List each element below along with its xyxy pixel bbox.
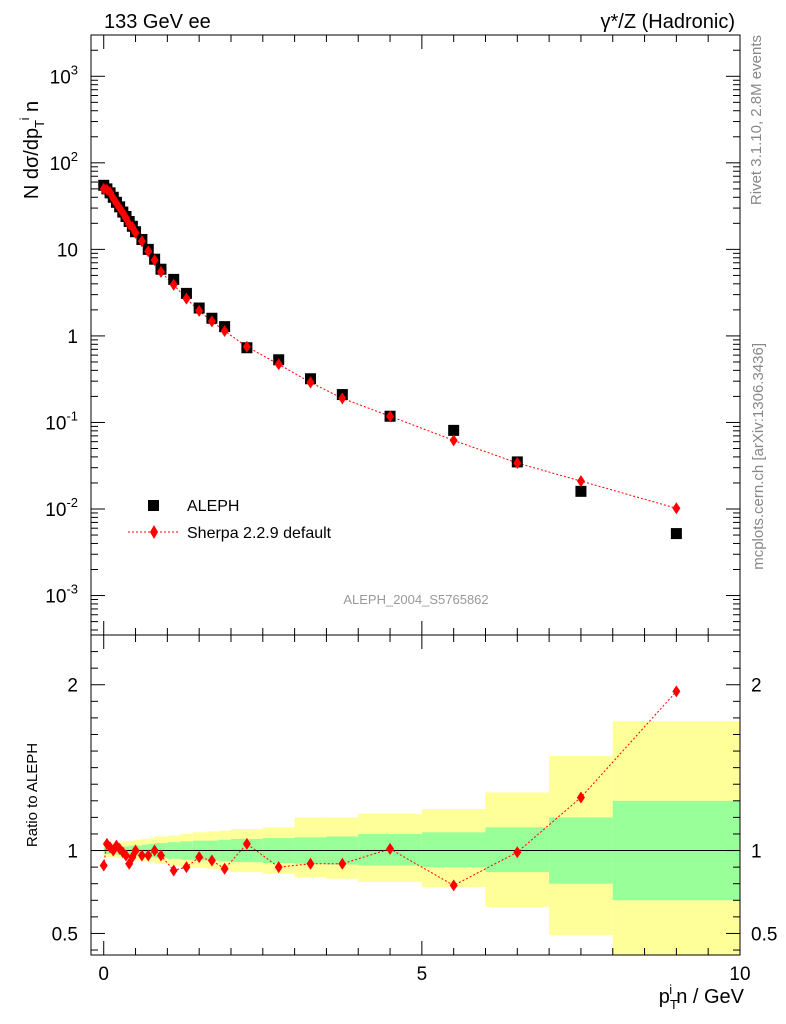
mc-point [121, 212, 130, 225]
main-y-tick-label: 1 [67, 327, 78, 348]
main-y-tick-label: 10-1 [45, 408, 78, 434]
mc-ratio-point [137, 849, 146, 862]
mc-ratio-point [274, 861, 283, 874]
mc-ratio-point [242, 837, 251, 850]
main-y-tick-label: 10-3 [45, 582, 78, 608]
source-label: mcplots.cern.ch [arXiv:1306.3436] [750, 343, 767, 570]
data-point [575, 485, 587, 497]
mc-point [672, 502, 681, 515]
x-tick-label: 5 [417, 964, 428, 985]
ratio-y-tick-label: 0.5 [52, 924, 78, 945]
mc-ratio-point [576, 791, 585, 804]
mc-point [242, 340, 251, 353]
mc-point [338, 392, 347, 405]
mc-point [131, 226, 140, 239]
mc-point [150, 254, 159, 267]
ratio-y-tick-label-right: 2 [751, 676, 762, 697]
mc-markers-ratio [99, 685, 681, 892]
mc-point [449, 434, 458, 447]
mc-point [274, 358, 283, 371]
main-axis-ticks [91, 34, 741, 635]
band-inner-bin [421, 832, 486, 868]
mc-ratio-point [150, 844, 159, 857]
ratio-frame [90, 634, 741, 956]
mc-ratio-point [386, 842, 395, 855]
mc-ratio-point [220, 862, 229, 875]
mc-line-main [103, 188, 677, 509]
data-point [448, 424, 460, 436]
main-y-axis-label: N dσ/dpTi n [17, 101, 47, 199]
mc-point [195, 304, 204, 317]
mc-ratio-point [513, 846, 522, 859]
mc-ratio-point [306, 857, 315, 870]
ratio-y-axis-label: Ratio to ALEPH [24, 743, 41, 847]
mc-ratio-point [338, 857, 347, 870]
rivet-version-label: Rivet 3.1.10, 2.8M events [748, 35, 765, 205]
main-y-tick-label: 103 [50, 62, 78, 88]
ratio-y-tick-label-right: 1 [751, 842, 762, 863]
header-left-label: 133 GeV ee [104, 11, 211, 33]
mc-ratio-point [144, 849, 153, 862]
mc-markers-main [99, 182, 681, 515]
legend-data-marker [148, 500, 159, 511]
main-y-tick-label: 102 [50, 149, 78, 175]
main-y-tick-label: 10 [57, 240, 78, 261]
header-right-label: γ*/Z (Hadronic) [601, 11, 735, 33]
mc-ratio-point [182, 861, 191, 874]
analysis-watermark: ALEPH_2004_S5765862 [343, 592, 488, 607]
legend-data-label: ALEPH [187, 498, 239, 515]
legend-mc-marker [150, 525, 158, 539]
ratio-y-tick-label-right: 0.5 [751, 924, 777, 945]
x-tick-label: 10 [729, 964, 750, 985]
mc-ratio-point [121, 849, 130, 862]
mc-point [207, 315, 216, 328]
main-y-tick-label: 10-2 [45, 495, 78, 521]
mc-point [169, 278, 178, 291]
mc-ratio-point [131, 844, 140, 857]
data-point [670, 528, 682, 540]
mc-ratio-point [672, 685, 681, 698]
mc-ratio-point [449, 879, 458, 892]
mc-point [220, 324, 229, 337]
legend: ALEPH Sherpa 2.2.9 default [128, 498, 332, 542]
mc-point [386, 410, 395, 423]
mc-ratio-point [99, 859, 108, 872]
x-tick-label: 0 [98, 964, 109, 985]
mc-ratio-point [195, 851, 204, 864]
main-frame [90, 34, 741, 636]
mc-ratio-point [169, 864, 178, 877]
mc-ratio-point [156, 849, 165, 862]
ratio-axis-ticks [91, 635, 741, 955]
ratio-y-tick-labels: 0.5 0.5 1 1 2 2 [52, 676, 778, 946]
x-tick-labels: 0 5 10 [98, 964, 750, 985]
mc-point [306, 376, 315, 389]
mc-point [576, 475, 585, 488]
ratio-panel: 0.5 0.5 1 1 2 2 0 5 10 [52, 634, 778, 985]
legend-mc-label: Sherpa 2.2.9 default [187, 525, 332, 542]
mc-curve-main [103, 188, 677, 509]
x-axis-label: pTi n / GeV [659, 982, 745, 1012]
mc-point [513, 457, 522, 470]
ratio-y-tick-label: 2 [67, 676, 78, 697]
mc-point [156, 265, 165, 278]
ratio-y-tick-label: 1 [67, 842, 78, 863]
mc-ratio-point [207, 854, 216, 867]
mc-point [137, 235, 146, 248]
mc-point [182, 292, 191, 305]
data-markers-main [98, 179, 682, 540]
mc-point [144, 245, 153, 258]
